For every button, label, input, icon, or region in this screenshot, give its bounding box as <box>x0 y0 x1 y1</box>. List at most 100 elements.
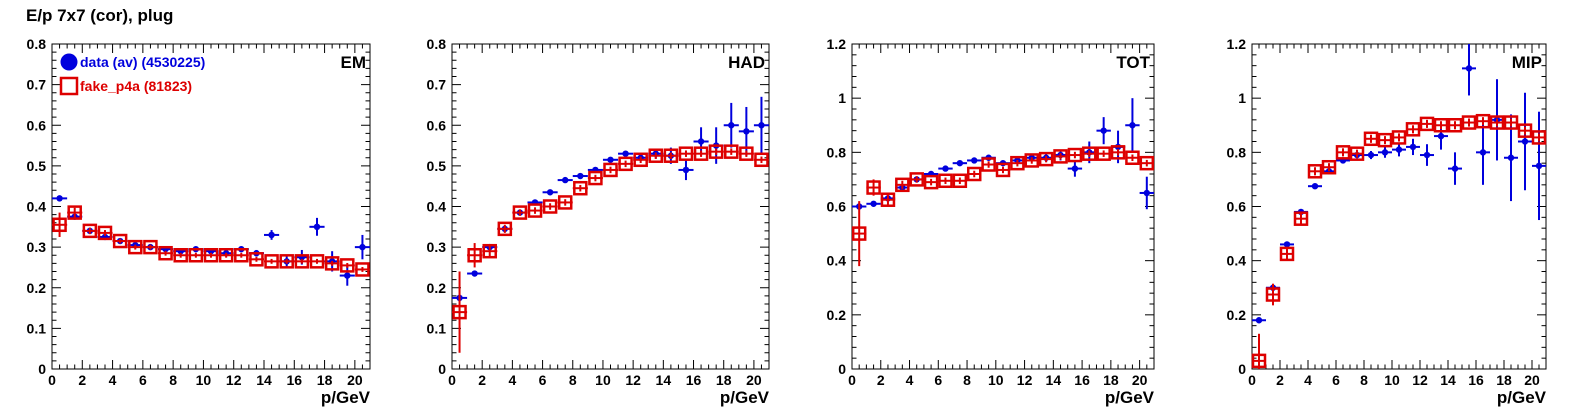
series-fake <box>851 145 1155 267</box>
series-fake <box>1251 113 1547 369</box>
mc-point <box>1110 145 1126 160</box>
data-point <box>268 231 275 239</box>
x-tick-label: 14 <box>1046 372 1062 388</box>
x-tick-label: 2 <box>478 372 486 388</box>
mc-point <box>909 172 924 187</box>
x-tick-label: 16 <box>686 372 702 388</box>
x-tick-label: 12 <box>625 372 641 388</box>
panel-had: 0 2 4 6 8 10 12 14 16 18 20 0 0.1 0.2 0.3 0.4 0.5 0.6 0.7 0… <box>427 36 770 407</box>
data-point <box>607 156 614 163</box>
mc-point <box>52 217 67 233</box>
x-tick-label: 4 <box>1304 372 1312 388</box>
mc-point <box>1335 145 1351 160</box>
mc-point <box>355 262 370 277</box>
x-tick-label: 4 <box>109 372 117 388</box>
data-point <box>622 150 629 157</box>
y-tick-label: 0.6 <box>427 117 447 133</box>
plot-frame <box>1251 43 1547 370</box>
y-tick-label: 0 <box>38 361 46 377</box>
series-fake <box>452 144 769 353</box>
data-point <box>1129 122 1136 129</box>
data-point <box>1535 162 1543 170</box>
mc-point <box>264 254 279 269</box>
mc-point <box>557 195 573 210</box>
mc-point <box>724 144 739 159</box>
x-tick-label: 14 <box>1440 372 1456 388</box>
data-point <box>942 165 949 172</box>
panel-em: 0 2 4 6 8 10 12 14 16 18 20 0 0.1 0.2 0.3 0.4 0.5 0.6 0.7 0… <box>27 36 371 407</box>
mc-point <box>1139 155 1155 171</box>
x-tick-label: 2 <box>1276 372 1284 388</box>
data-point <box>471 270 478 277</box>
panel-title: MIP <box>1512 53 1542 72</box>
mc-point <box>895 177 910 193</box>
plot-frame <box>851 43 1155 370</box>
data-point <box>971 157 978 164</box>
mc-point <box>995 162 1011 178</box>
y-tick-label: 0 <box>438 361 446 377</box>
x-axis-label: p/GeV <box>1105 388 1155 407</box>
mc-point <box>1419 116 1435 132</box>
y-tick-label: 0 <box>1238 361 1246 377</box>
data-point <box>1255 317 1263 324</box>
x-tick-label: 6 <box>1332 372 1340 388</box>
x-axis-label: p/GeV <box>321 388 371 407</box>
data-point <box>1409 143 1417 151</box>
mc-point <box>203 248 219 263</box>
mc-point <box>923 174 939 190</box>
data-point <box>56 195 63 202</box>
data-point <box>1437 132 1445 140</box>
data-point <box>1381 149 1389 156</box>
y-tick-label: 1 <box>838 90 846 106</box>
mc-point <box>128 239 143 255</box>
y-tick-label: 0.4 <box>1227 253 1247 269</box>
series-data <box>452 96 769 302</box>
x-tick-label: 4 <box>906 372 914 388</box>
mc-point <box>1503 115 1519 130</box>
series-fake <box>52 205 370 277</box>
x-tick-label: 20 <box>1132 372 1148 388</box>
data-point <box>1367 151 1375 159</box>
y-tick-label: 0.4 <box>427 199 447 215</box>
mc-point <box>482 243 497 259</box>
mc-point <box>542 199 558 214</box>
x-tick-label: 14 <box>256 372 272 388</box>
mc-point <box>588 170 603 186</box>
x-tick-label: 20 <box>1524 372 1540 388</box>
mc-point <box>1293 211 1309 226</box>
mc-point <box>324 256 340 271</box>
mc-point <box>1053 149 1068 164</box>
mc-point <box>340 258 355 273</box>
mc-point <box>866 180 881 195</box>
x-tick-label: 12 <box>1412 372 1428 388</box>
mc-point <box>82 223 98 239</box>
legend: data (av) (4530225) fake_p4a (81823) <box>59 53 205 96</box>
mc-point <box>1279 246 1295 262</box>
data-point <box>577 172 584 180</box>
y-tick-label: 0.6 <box>827 199 847 215</box>
y-tick-label: 0.2 <box>427 280 447 296</box>
mc-point <box>1082 146 1097 161</box>
y-tick-label: 0.7 <box>427 77 447 93</box>
data-point <box>758 122 765 129</box>
mc-point <box>739 146 754 161</box>
x-tick-label: 20 <box>746 372 762 388</box>
data-point <box>1395 146 1403 153</box>
y-tick-label: 0.6 <box>27 117 47 133</box>
mc-point <box>708 144 724 159</box>
y-tick-label: 0.3 <box>427 239 447 255</box>
x-tick-label: 6 <box>934 372 942 388</box>
y-tick-label: 0.2 <box>1227 307 1247 323</box>
data-point <box>359 243 366 251</box>
legend-marker-data <box>60 53 78 71</box>
mc-point <box>279 254 294 269</box>
y-tick-label: 0.5 <box>427 158 447 174</box>
y-tick-label: 0.5 <box>27 158 47 174</box>
data-point <box>682 166 690 174</box>
y-tick-label: 0.8 <box>27 36 47 52</box>
x-tick-label: 18 <box>716 372 732 388</box>
mc-point <box>467 248 482 263</box>
mc-point <box>880 192 896 207</box>
mc-point <box>1517 123 1533 138</box>
x-tick-label: 14 <box>656 372 672 388</box>
